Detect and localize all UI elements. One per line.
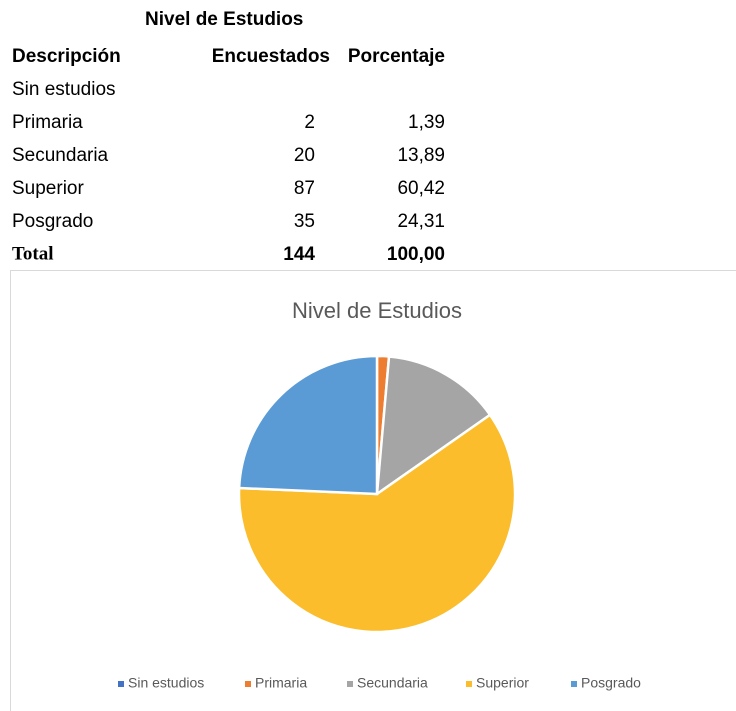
cell: 2 xyxy=(304,112,315,133)
cell: Secundaria xyxy=(12,145,109,166)
cell: Posgrado xyxy=(12,211,93,232)
chart-title: Nivel de Estudios xyxy=(292,298,462,323)
cell: Sin estudios xyxy=(12,79,116,100)
cell: 13,89 xyxy=(397,145,445,166)
cell: 60,42 xyxy=(397,178,445,199)
total-cell: Total xyxy=(12,243,54,264)
header: Descripción xyxy=(12,46,121,67)
total-cell: 100,00 xyxy=(387,244,445,265)
legend-swatch xyxy=(571,681,577,687)
legend-label: Sin estudios xyxy=(128,675,204,691)
legend-label: Primaria xyxy=(255,675,307,691)
cell: Primaria xyxy=(12,112,83,133)
header: Porcentaje xyxy=(348,46,445,67)
cell: 20 xyxy=(294,145,315,166)
legend-label: Secundaria xyxy=(357,675,428,691)
legend-label: Superior xyxy=(476,675,529,691)
pie-slice xyxy=(375,355,492,497)
pie-slice xyxy=(237,413,517,634)
cell: Superior xyxy=(12,178,84,199)
legend-swatch xyxy=(245,681,251,687)
total-cell: 144 xyxy=(283,244,315,265)
cell: 35 xyxy=(294,211,315,232)
cell: 87 xyxy=(294,178,315,199)
header: Encuestados xyxy=(212,46,330,67)
legend-swatch xyxy=(466,681,472,687)
legend-label: Posgrado xyxy=(581,675,641,691)
legend-swatch xyxy=(347,681,353,687)
legend-swatch xyxy=(118,681,124,687)
pie-slice xyxy=(237,354,379,496)
cell: 24,31 xyxy=(397,211,445,232)
table-title: Nivel de Estudios xyxy=(145,9,303,30)
cell: 1,39 xyxy=(408,112,445,133)
